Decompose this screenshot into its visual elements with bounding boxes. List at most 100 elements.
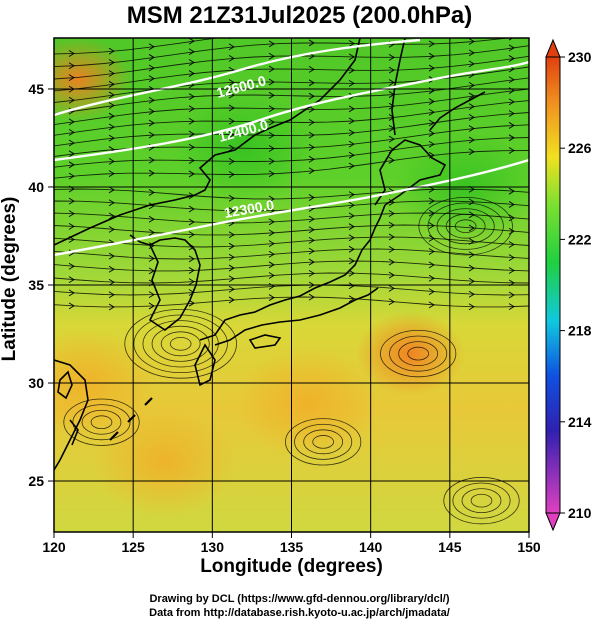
wind-arrow: [68, 197, 75, 205]
wind-arrow: [148, 64, 155, 72]
wind-arrow: [308, 39, 315, 47]
wind-arrow: [269, 29, 274, 35]
x-tick-label: 145: [438, 539, 462, 555]
wind-arrow: [68, 172, 75, 180]
x-tick-label: 130: [201, 539, 225, 555]
wind-arrow: [428, 197, 435, 205]
wind-arrow: [308, 194, 315, 201]
wind-arrow: [188, 93, 195, 100]
wind-arrow: [108, 91, 115, 99]
swirl-streamline: [124, 309, 237, 379]
wind-arrow: [508, 201, 515, 208]
wind-arrow: [68, 129, 75, 136]
wind-arrow: [148, 291, 155, 299]
wind-arrow: [228, 117, 235, 125]
wind-arrow: [508, 187, 515, 195]
wind-arrow: [388, 298, 395, 306]
wind-arrow: [68, 161, 75, 169]
wind-arrow: [388, 271, 395, 279]
wind-arrow: [228, 144, 235, 152]
wind-arrow: [188, 299, 195, 307]
colorbar-tick-label: 210: [568, 505, 592, 521]
streamline: [54, 124, 529, 158]
wind-arrow: [348, 151, 355, 159]
wind-arrow: [188, 130, 195, 138]
wind-arrow: [68, 276, 75, 284]
wind-arrow: [348, 257, 355, 265]
wind-arrow: [509, 23, 514, 29]
wind-arrow: [428, 98, 435, 105]
wind-arrow: [468, 224, 475, 232]
wind-arrow: [108, 80, 115, 88]
wind-arrow: [188, 267, 195, 274]
wind-arrow: [228, 285, 235, 293]
swirl-streamline: [169, 337, 192, 351]
swirl-streamline: [418, 196, 513, 256]
wind-arrow: [388, 284, 395, 292]
wind-arrow: [108, 212, 115, 220]
wind-arrow: [428, 248, 435, 255]
x-tick-label: 120: [42, 539, 66, 555]
streamline: [54, 284, 529, 296]
wind-arrow: [308, 247, 315, 255]
swirl-streamline: [160, 331, 201, 357]
wind-arrow: [468, 81, 475, 89]
wind-arrow: [108, 112, 115, 120]
wind-arrow: [108, 278, 115, 286]
wind-arrow: [148, 108, 155, 115]
wind-arrow: [268, 91, 275, 99]
wind-arrow: [268, 40, 275, 48]
colorbar-min-triangle: [545, 512, 561, 532]
wind-arrow: [469, 27, 474, 33]
wind-arrow: [508, 227, 515, 235]
temperature-blob: [355, 311, 465, 396]
wind-arrow: [268, 294, 275, 301]
wind-arrow: [468, 264, 475, 272]
chart-title: MSM 21Z31Jul2025 (200.0hPa): [126, 2, 473, 29]
wind-arrow: [228, 242, 235, 250]
wind-arrow: [308, 66, 315, 73]
wind-arrow: [268, 282, 275, 290]
wind-arrow: [308, 79, 315, 87]
wind-arrow: [308, 144, 315, 151]
wind-arrow: [508, 254, 515, 262]
wind-arrow: [268, 261, 275, 269]
wind-arrow: [228, 91, 235, 99]
wind-arrow: [428, 130, 435, 137]
wind-arrow: [68, 62, 75, 70]
credit-drawing: Drawing by DCL (https://www.gfd-dennou.o…: [149, 593, 450, 605]
wind-arrow: [268, 52, 275, 60]
wind-arrow: [188, 38, 195, 45]
wind-arrow: [108, 102, 115, 109]
wind-arrow: [348, 295, 355, 303]
wind-arrow: [228, 104, 235, 112]
streamline: [54, 66, 529, 103]
wind-arrow: [468, 303, 475, 311]
wind-arrow: [228, 275, 235, 283]
wind-arrow: [68, 223, 75, 230]
wind-arrow: [148, 215, 155, 223]
wind-arrow: [188, 157, 195, 164]
streamline: [54, 188, 529, 200]
wind-arrow: [508, 55, 515, 62]
wind-arrow: [228, 207, 235, 215]
wind-arrow: [188, 231, 195, 239]
wind-arrow: [188, 117, 195, 125]
wind-arrow: [148, 75, 155, 83]
temperature-blob: [235, 347, 379, 458]
swirl-streamline: [285, 418, 362, 466]
wind-arrow: [348, 40, 355, 47]
temperature-field: [54, 23, 529, 532]
wind-arrow: [108, 70, 115, 77]
wind-arrow: [188, 205, 195, 213]
wind-arrow: [348, 191, 355, 199]
wind-arrow: [348, 140, 355, 148]
wind-arrow: [348, 66, 355, 74]
wind-arrow: [228, 264, 235, 272]
wind-arrow: [228, 253, 235, 261]
wind-arrow: [428, 261, 435, 269]
wind-arrow: [468, 103, 475, 110]
wind-arrow: [148, 131, 155, 139]
wind-arrow: [268, 157, 275, 165]
